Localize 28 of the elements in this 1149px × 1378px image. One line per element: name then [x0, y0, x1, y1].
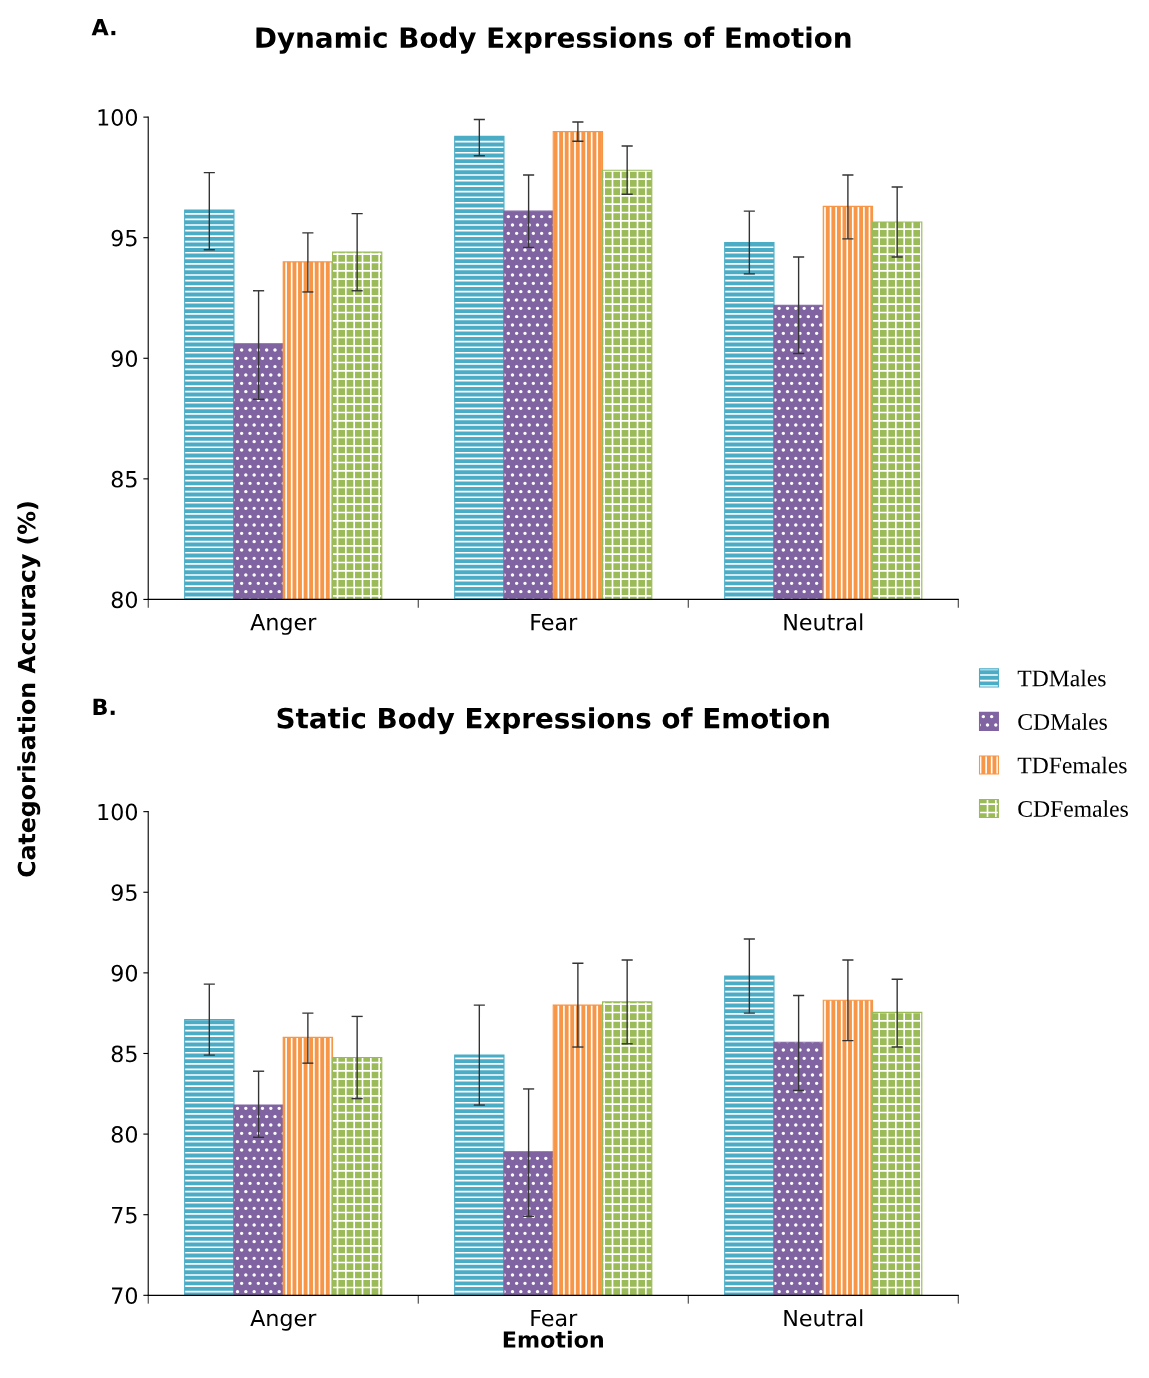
x-tick-label: Anger — [250, 1309, 317, 1331]
y-tick-label: 90 — [111, 964, 138, 982]
y-tick-label: 100 — [98, 109, 138, 126]
x-tick-label: Neutral — [784, 1309, 863, 1327]
y-tick-label: 75 — [112, 1206, 137, 1224]
chart-title: Dynamic Body Expressions of Emotion — [256, 26, 851, 54]
y-tick-label: 70 — [112, 1287, 138, 1305]
y-tick-label: 80 — [111, 1126, 138, 1143]
x-tick-label: Anger — [250, 614, 317, 635]
y-axis-title: Categorisation Accuracy (%) — [17, 502, 41, 877]
y-tick-label: 100 — [98, 803, 138, 821]
x-tick-label: Fear — [531, 1309, 578, 1327]
chart-title: Static Body Expressions of Emotion — [277, 707, 829, 735]
legend-label: CDFemales — [1018, 800, 1128, 817]
text: B. — [93, 698, 115, 715]
legend-label: CDMales — [1018, 713, 1107, 730]
legend-label: TDMales — [1017, 669, 1106, 687]
x-tick-label: Fear — [531, 614, 578, 631]
legend-label: TDFemales — [1017, 756, 1127, 774]
y-tick-label: 85 — [111, 1045, 137, 1063]
y-tick-label: 80 — [111, 591, 138, 609]
x-axis-title: Emotion — [503, 1330, 603, 1348]
y-tick-label: 95 — [111, 229, 137, 247]
y-tick-label: 90 — [111, 350, 138, 368]
x-tick-label: Neutral — [784, 613, 863, 631]
text: A. — [91, 18, 116, 36]
y-tick-label: 85 — [111, 470, 137, 488]
y-tick-label: 95 — [111, 884, 137, 902]
